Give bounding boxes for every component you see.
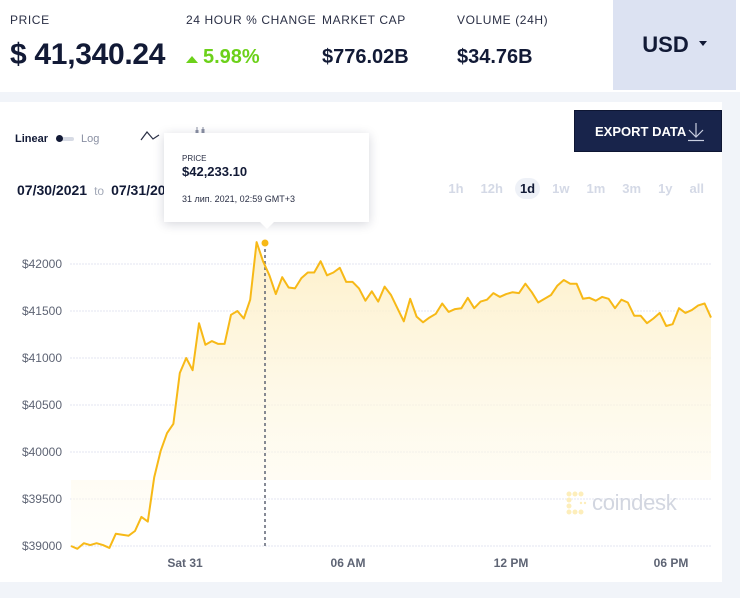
market-cap-value: $776.02B — [322, 46, 409, 68]
range-1m[interactable]: 1m — [586, 181, 606, 196]
currency-dropdown[interactable]: USD — [613, 0, 736, 90]
range-selector: 1h 12h 1d 1w 1m 3m 1y all — [436, 178, 709, 199]
volume-label: VOLUME (24H) — [457, 13, 549, 27]
x-axis-labels: Sat 31 06 AM 12 PM 06 PM — [167, 556, 688, 570]
range-1d[interactable]: 1d — [514, 178, 541, 199]
change-label: 24 HOUR % CHANGE — [186, 13, 317, 27]
tooltip-time: 31 лип. 2021, 02:59 GMT+3 — [182, 194, 295, 204]
date-from[interactable]: 07/30/2021 — [17, 182, 88, 198]
range-1y[interactable]: 1y — [658, 181, 673, 196]
x-tick-label: 06 AM — [331, 556, 366, 570]
download-icon — [688, 123, 704, 142]
coindesk-watermark: coindesk — [566, 490, 677, 516]
x-tick-label: Sat 31 — [167, 556, 203, 570]
y-tick-label: $41500 — [22, 304, 62, 318]
range-all[interactable]: all — [689, 181, 704, 196]
x-tick-label: 06 PM — [654, 556, 689, 570]
highlight-point — [261, 239, 269, 247]
range-1w[interactable]: 1w — [552, 181, 570, 196]
scale-switch[interactable] — [56, 135, 75, 142]
y-tick-label: $39500 — [22, 492, 62, 506]
scale-toggle[interactable]: Linear Log — [15, 133, 99, 145]
coindesk-logo-icon — [566, 491, 587, 515]
chevron-down-icon — [698, 40, 707, 46]
tooltip-label: PRICE — [182, 154, 207, 163]
change-value: 5.98% — [186, 46, 260, 69]
date-range: 07/30/2021 to 07/31/2021 — [17, 182, 181, 198]
export-data-button[interactable]: EXPORT DATA — [574, 110, 722, 152]
line-chart-icon[interactable] — [140, 130, 160, 142]
up-arrow-icon — [186, 56, 198, 63]
watermark-text: coindesk — [592, 490, 677, 515]
currency-value: USD — [642, 32, 689, 57]
range-12h[interactable]: 12h — [480, 181, 503, 196]
export-label: EXPORT DATA — [595, 123, 687, 139]
price-label: PRICE — [10, 13, 50, 27]
price-value: $ 41,340.24 — [10, 38, 166, 71]
y-tick-label: $42000 — [22, 257, 62, 271]
scale-linear-label[interactable]: Linear — [15, 133, 49, 145]
switch-knob — [56, 135, 64, 142]
market-cap-label: MARKET CAP — [322, 13, 406, 27]
change-percent: 5.98% — [203, 46, 260, 68]
y-tick-label: $40500 — [22, 398, 62, 412]
y-axis-labels: $39000 $39500 $40000 $40500 $41000 $41500 $420… — [22, 257, 62, 553]
y-tick-label: $40000 — [22, 445, 62, 459]
date-to[interactable]: 07/31/2021 — [111, 182, 182, 198]
price-line — [70, 241, 712, 550]
range-1h[interactable]: 1h — [448, 181, 464, 196]
range-3m[interactable]: 3m — [622, 181, 642, 196]
tooltip-arrow — [259, 221, 275, 229]
stats-bar: PRICE $ 41,340.24 24 HOUR % CHANGE 5.98%… — [0, 0, 740, 92]
y-tick-label: $39000 — [22, 539, 62, 553]
y-tick-label: $41000 — [22, 351, 62, 365]
price-tooltip: PRICE $42,233.10 31 лип. 2021, 02:59 GMT… — [164, 133, 369, 229]
tooltip-value: $42,233.10 — [182, 164, 248, 179]
volume-value: $34.76B — [457, 46, 533, 68]
scale-log-label[interactable]: Log — [81, 133, 100, 145]
date-separator: to — [94, 184, 105, 198]
x-tick-label: 12 PM — [494, 556, 529, 570]
